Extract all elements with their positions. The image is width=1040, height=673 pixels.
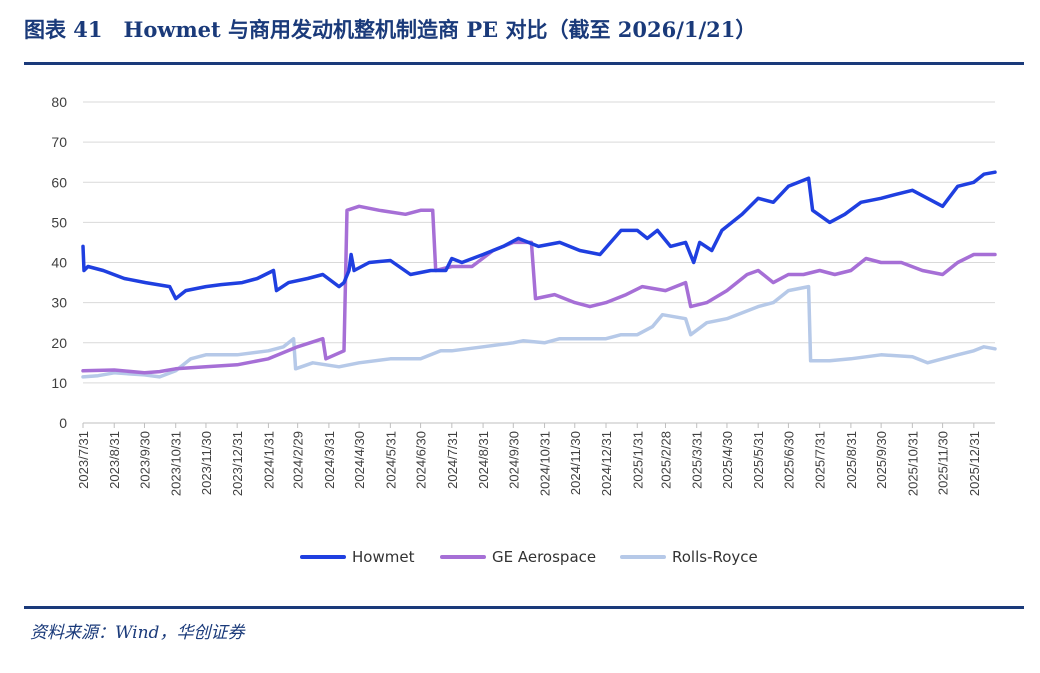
x-tick-label: 2023/11/30 xyxy=(199,431,214,495)
x-tick-label: 2024/5/31 xyxy=(383,431,398,489)
x-tick-label: 2025/10/31 xyxy=(905,431,920,496)
x-tick-label: 2024/2/29 xyxy=(291,431,306,489)
x-tick-label: 2024/1/31 xyxy=(261,431,276,489)
x-tick-label: 2024/6/30 xyxy=(414,431,429,489)
x-tick-label: 2025/3/31 xyxy=(690,431,705,489)
series-line-howmet xyxy=(81,170,997,301)
x-tick-label: 2024/4/30 xyxy=(352,431,367,489)
legend-item-ge-aerospace: GE Aerospace xyxy=(440,548,596,566)
title-divider xyxy=(24,62,1024,65)
source-note: 资料来源：Wind，华创证券 xyxy=(30,623,245,643)
x-tick-label: 2025/8/31 xyxy=(844,431,859,489)
x-tick-label: 2024/9/30 xyxy=(506,431,521,489)
y-tick-label: 70 xyxy=(51,134,67,150)
x-tick-label: 2024/3/31 xyxy=(322,431,337,489)
x-tick-label: 2025/12/31 xyxy=(967,431,982,496)
y-tick-label: 60 xyxy=(51,174,67,190)
y-tick-label: 20 xyxy=(51,335,67,351)
x-tick-label: 2025/7/31 xyxy=(813,431,828,489)
x-tick-label: 2024/12/31 xyxy=(599,431,614,496)
x-tick-label: 2024/10/31 xyxy=(538,431,553,496)
x-tick-label: 2025/1/31 xyxy=(630,431,645,489)
x-tick-label: 2023/8/31 xyxy=(107,431,122,489)
legend-swatch-ge-aerospace xyxy=(440,555,486,559)
x-tick-label: 2024/7/31 xyxy=(445,431,460,489)
x-tick-label: 2023/12/31 xyxy=(230,431,245,496)
figure-title: 图表 41 Howmet 与商用发动机整机制造商 PE 对比（截至 2026/1… xyxy=(24,17,757,42)
y-tick-label: 40 xyxy=(51,255,67,271)
x-tick-label: 2025/11/30 xyxy=(936,431,951,495)
x-tick-label: 2024/11/30 xyxy=(568,431,583,495)
legend-swatch-rolls-royce xyxy=(620,555,666,559)
x-tick-label: 2025/9/30 xyxy=(874,431,889,489)
y-tick-label: 80 xyxy=(51,94,67,110)
legend-label-rolls-royce: Rolls-Royce xyxy=(672,548,758,566)
y-tick-label: 50 xyxy=(51,214,67,230)
x-tick-label: 2025/2/28 xyxy=(658,431,673,489)
series-line-rolls-royce xyxy=(81,284,997,379)
y-tick-label: 0 xyxy=(59,415,67,431)
legend-label-howmet: Howmet xyxy=(352,548,415,566)
chart-legend: Howmet GE Aerospace Rolls-Royce xyxy=(0,548,1040,572)
x-tick-label: 2023/10/31 xyxy=(169,431,184,496)
x-tick-label: 2024/8/31 xyxy=(476,431,491,489)
x-tick-label: 2023/9/30 xyxy=(137,431,152,489)
legend-item-rolls-royce: Rolls-Royce xyxy=(620,548,758,566)
series-line-ge-aerospace xyxy=(81,204,997,375)
chart-area: 0 10 20 30 40 50 60 70 80 2023/7/31 2023/8/31 2023/… xyxy=(0,80,1040,550)
pe-line-chart: 0 10 20 30 40 50 60 70 80 2023/7/31 2023/8/31 2023/… xyxy=(51,94,997,496)
footer-divider xyxy=(24,606,1024,609)
legend-swatch-howmet xyxy=(300,555,346,559)
legend-item-howmet: Howmet xyxy=(300,548,414,566)
y-tick-label: 10 xyxy=(51,375,67,391)
legend-label-ge-aerospace: GE Aerospace xyxy=(492,548,597,566)
x-tick-label: 2025/5/31 xyxy=(751,431,766,489)
x-tick-label: 2025/4/30 xyxy=(720,431,735,489)
x-tick-label: 2025/6/30 xyxy=(781,431,796,489)
x-tick-label: 2023/7/31 xyxy=(76,431,91,489)
y-tick-label: 30 xyxy=(51,295,67,311)
